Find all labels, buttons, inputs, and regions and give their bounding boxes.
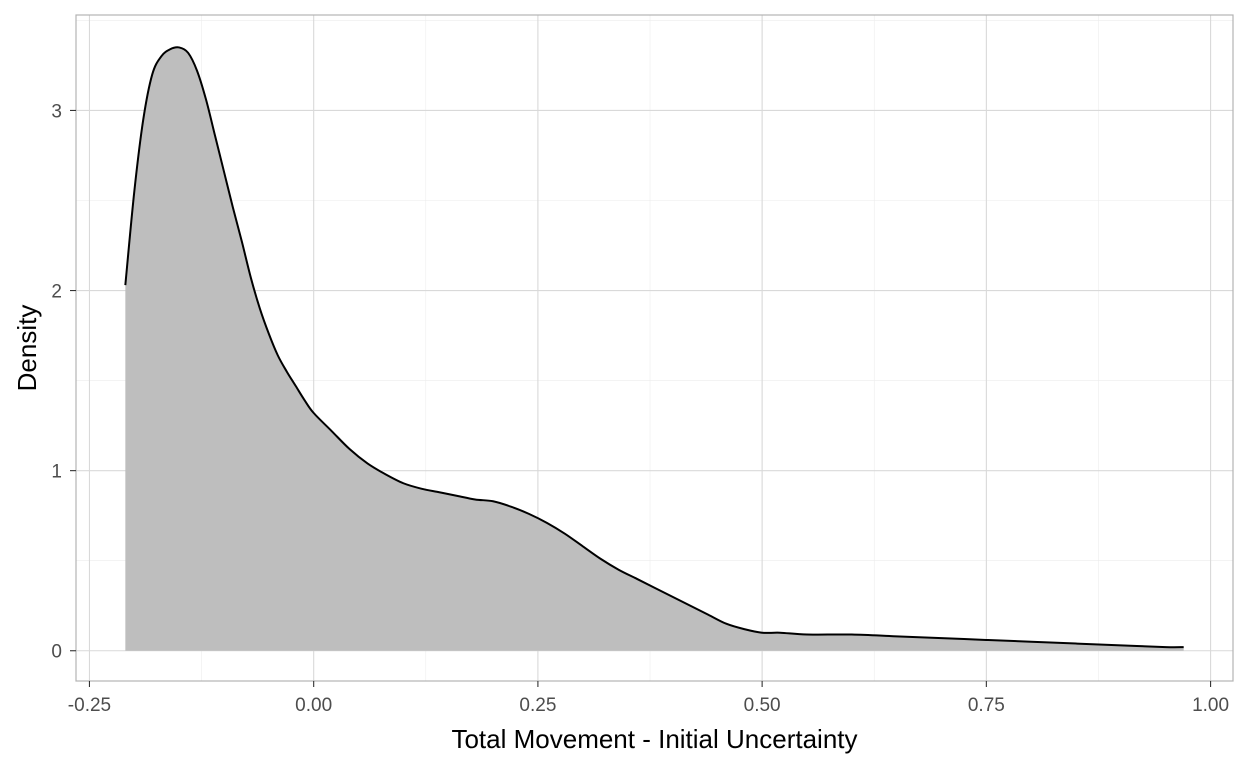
x-axis-title: Total Movement - Initial Uncertainty [451, 724, 857, 754]
y-axis-ticks: 0 1 2 3 [51, 101, 76, 663]
x-tick-label: 0.00 [295, 695, 332, 716]
major-gridlines [76, 15, 1233, 681]
x-tick-label: 0.25 [519, 695, 556, 716]
density-area [125, 47, 1184, 651]
x-tick-label: -0.25 [68, 695, 111, 716]
x-tick-label: 0.50 [744, 695, 781, 716]
x-tick-label: 1.00 [1192, 695, 1229, 716]
y-tick-label: 2 [51, 282, 62, 303]
density-curve [124, 46, 1184, 649]
y-tick-label: 1 [51, 462, 62, 483]
x-tick-label: 0.75 [968, 695, 1005, 716]
y-tick-label: 0 [51, 642, 62, 663]
density-layer [124, 46, 1184, 651]
x-axis-ticks: -0.25 0.00 0.25 0.50 0.75 1.00 [68, 681, 1229, 716]
panel-border [75, 14, 1234, 682]
y-axis-title: Density [12, 305, 42, 392]
y-tick-label: 3 [51, 101, 62, 122]
